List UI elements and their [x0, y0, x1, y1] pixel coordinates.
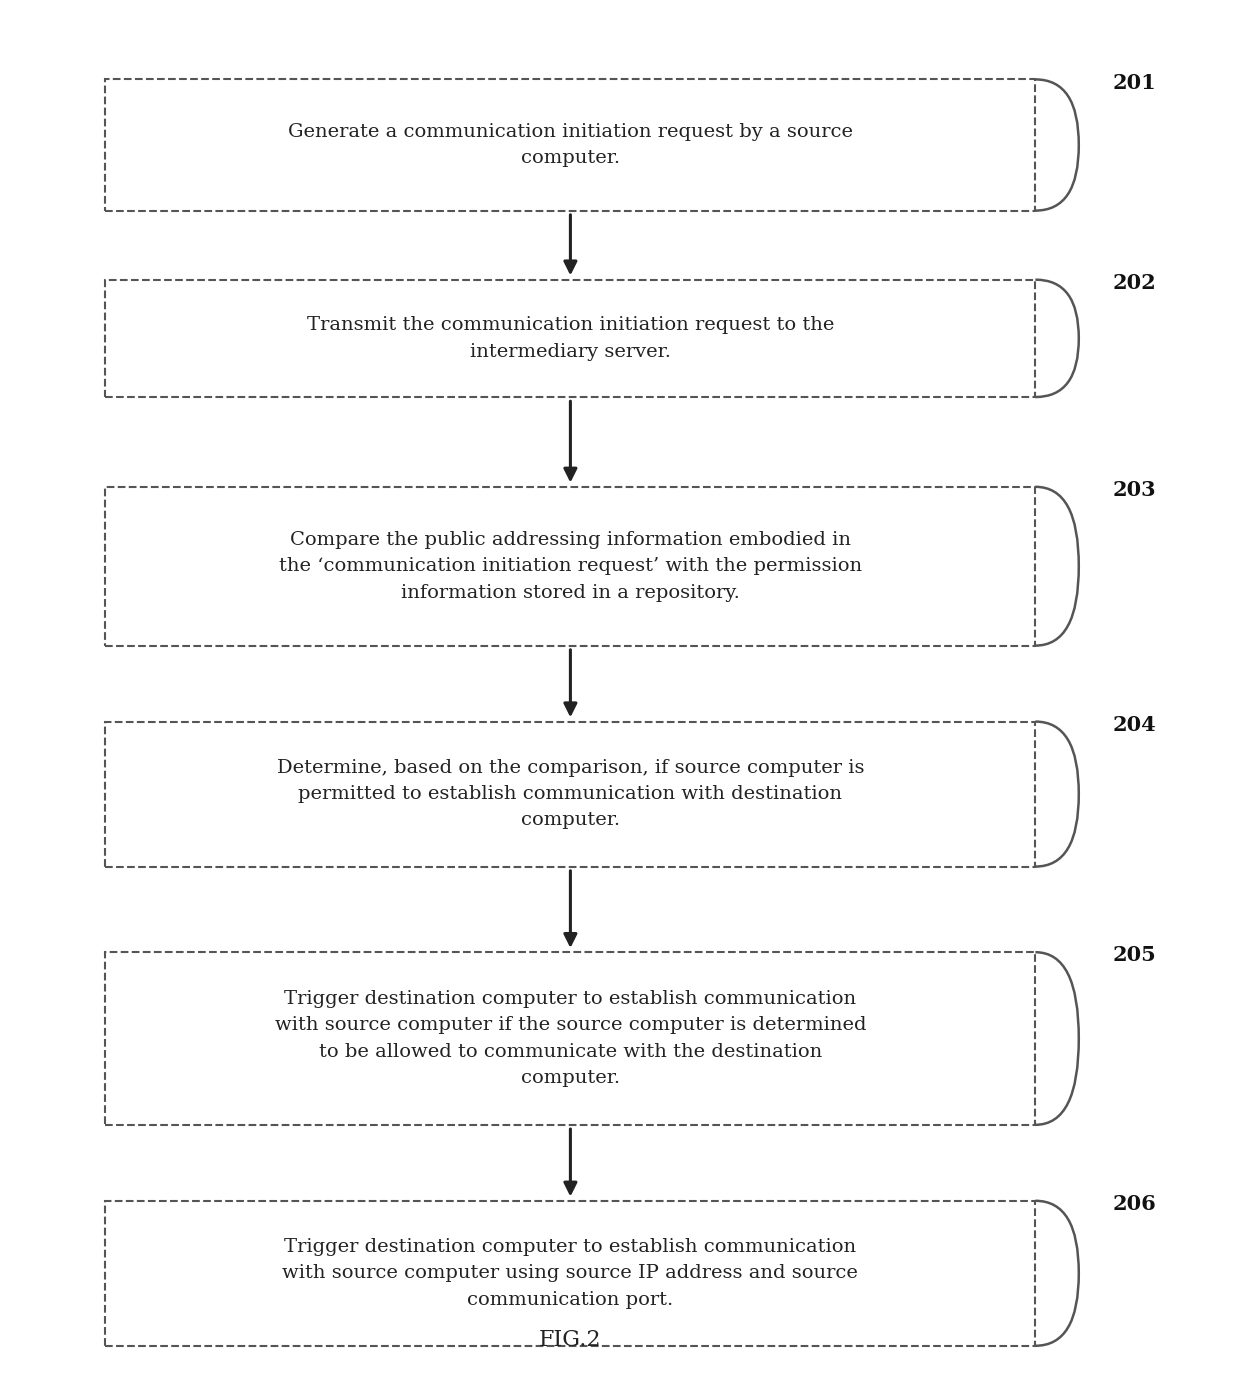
- Text: 206: 206: [1112, 1193, 1157, 1214]
- Text: Determine, based on the comparison, if source computer is
permitted to establish: Determine, based on the comparison, if s…: [277, 758, 864, 830]
- Text: Trigger destination computer to establish communication
with source computer usi: Trigger destination computer to establis…: [283, 1237, 858, 1309]
- Bar: [105, 280, 1035, 398]
- Bar: [105, 1200, 1035, 1345]
- Text: 204: 204: [1112, 715, 1157, 735]
- Bar: [105, 953, 1035, 1124]
- Text: Compare the public addressing information embodied in
the ‘communication initiat: Compare the public addressing informatio…: [279, 530, 862, 602]
- Text: 202: 202: [1112, 273, 1157, 293]
- Text: 203: 203: [1112, 481, 1157, 500]
- Text: Generate a communication initiation request by a source
computer.: Generate a communication initiation requ…: [288, 123, 853, 167]
- Bar: [105, 80, 1035, 211]
- Text: FIG.2: FIG.2: [539, 1329, 601, 1351]
- Bar: [105, 487, 1035, 646]
- Text: Transmit the communication initiation request to the
intermediary server.: Transmit the communication initiation re…: [306, 316, 835, 360]
- Text: 205: 205: [1112, 945, 1157, 965]
- Bar: [105, 721, 1035, 867]
- Text: 201: 201: [1112, 73, 1157, 93]
- Text: Trigger destination computer to establish communication
with source computer if : Trigger destination computer to establis…: [274, 990, 867, 1087]
